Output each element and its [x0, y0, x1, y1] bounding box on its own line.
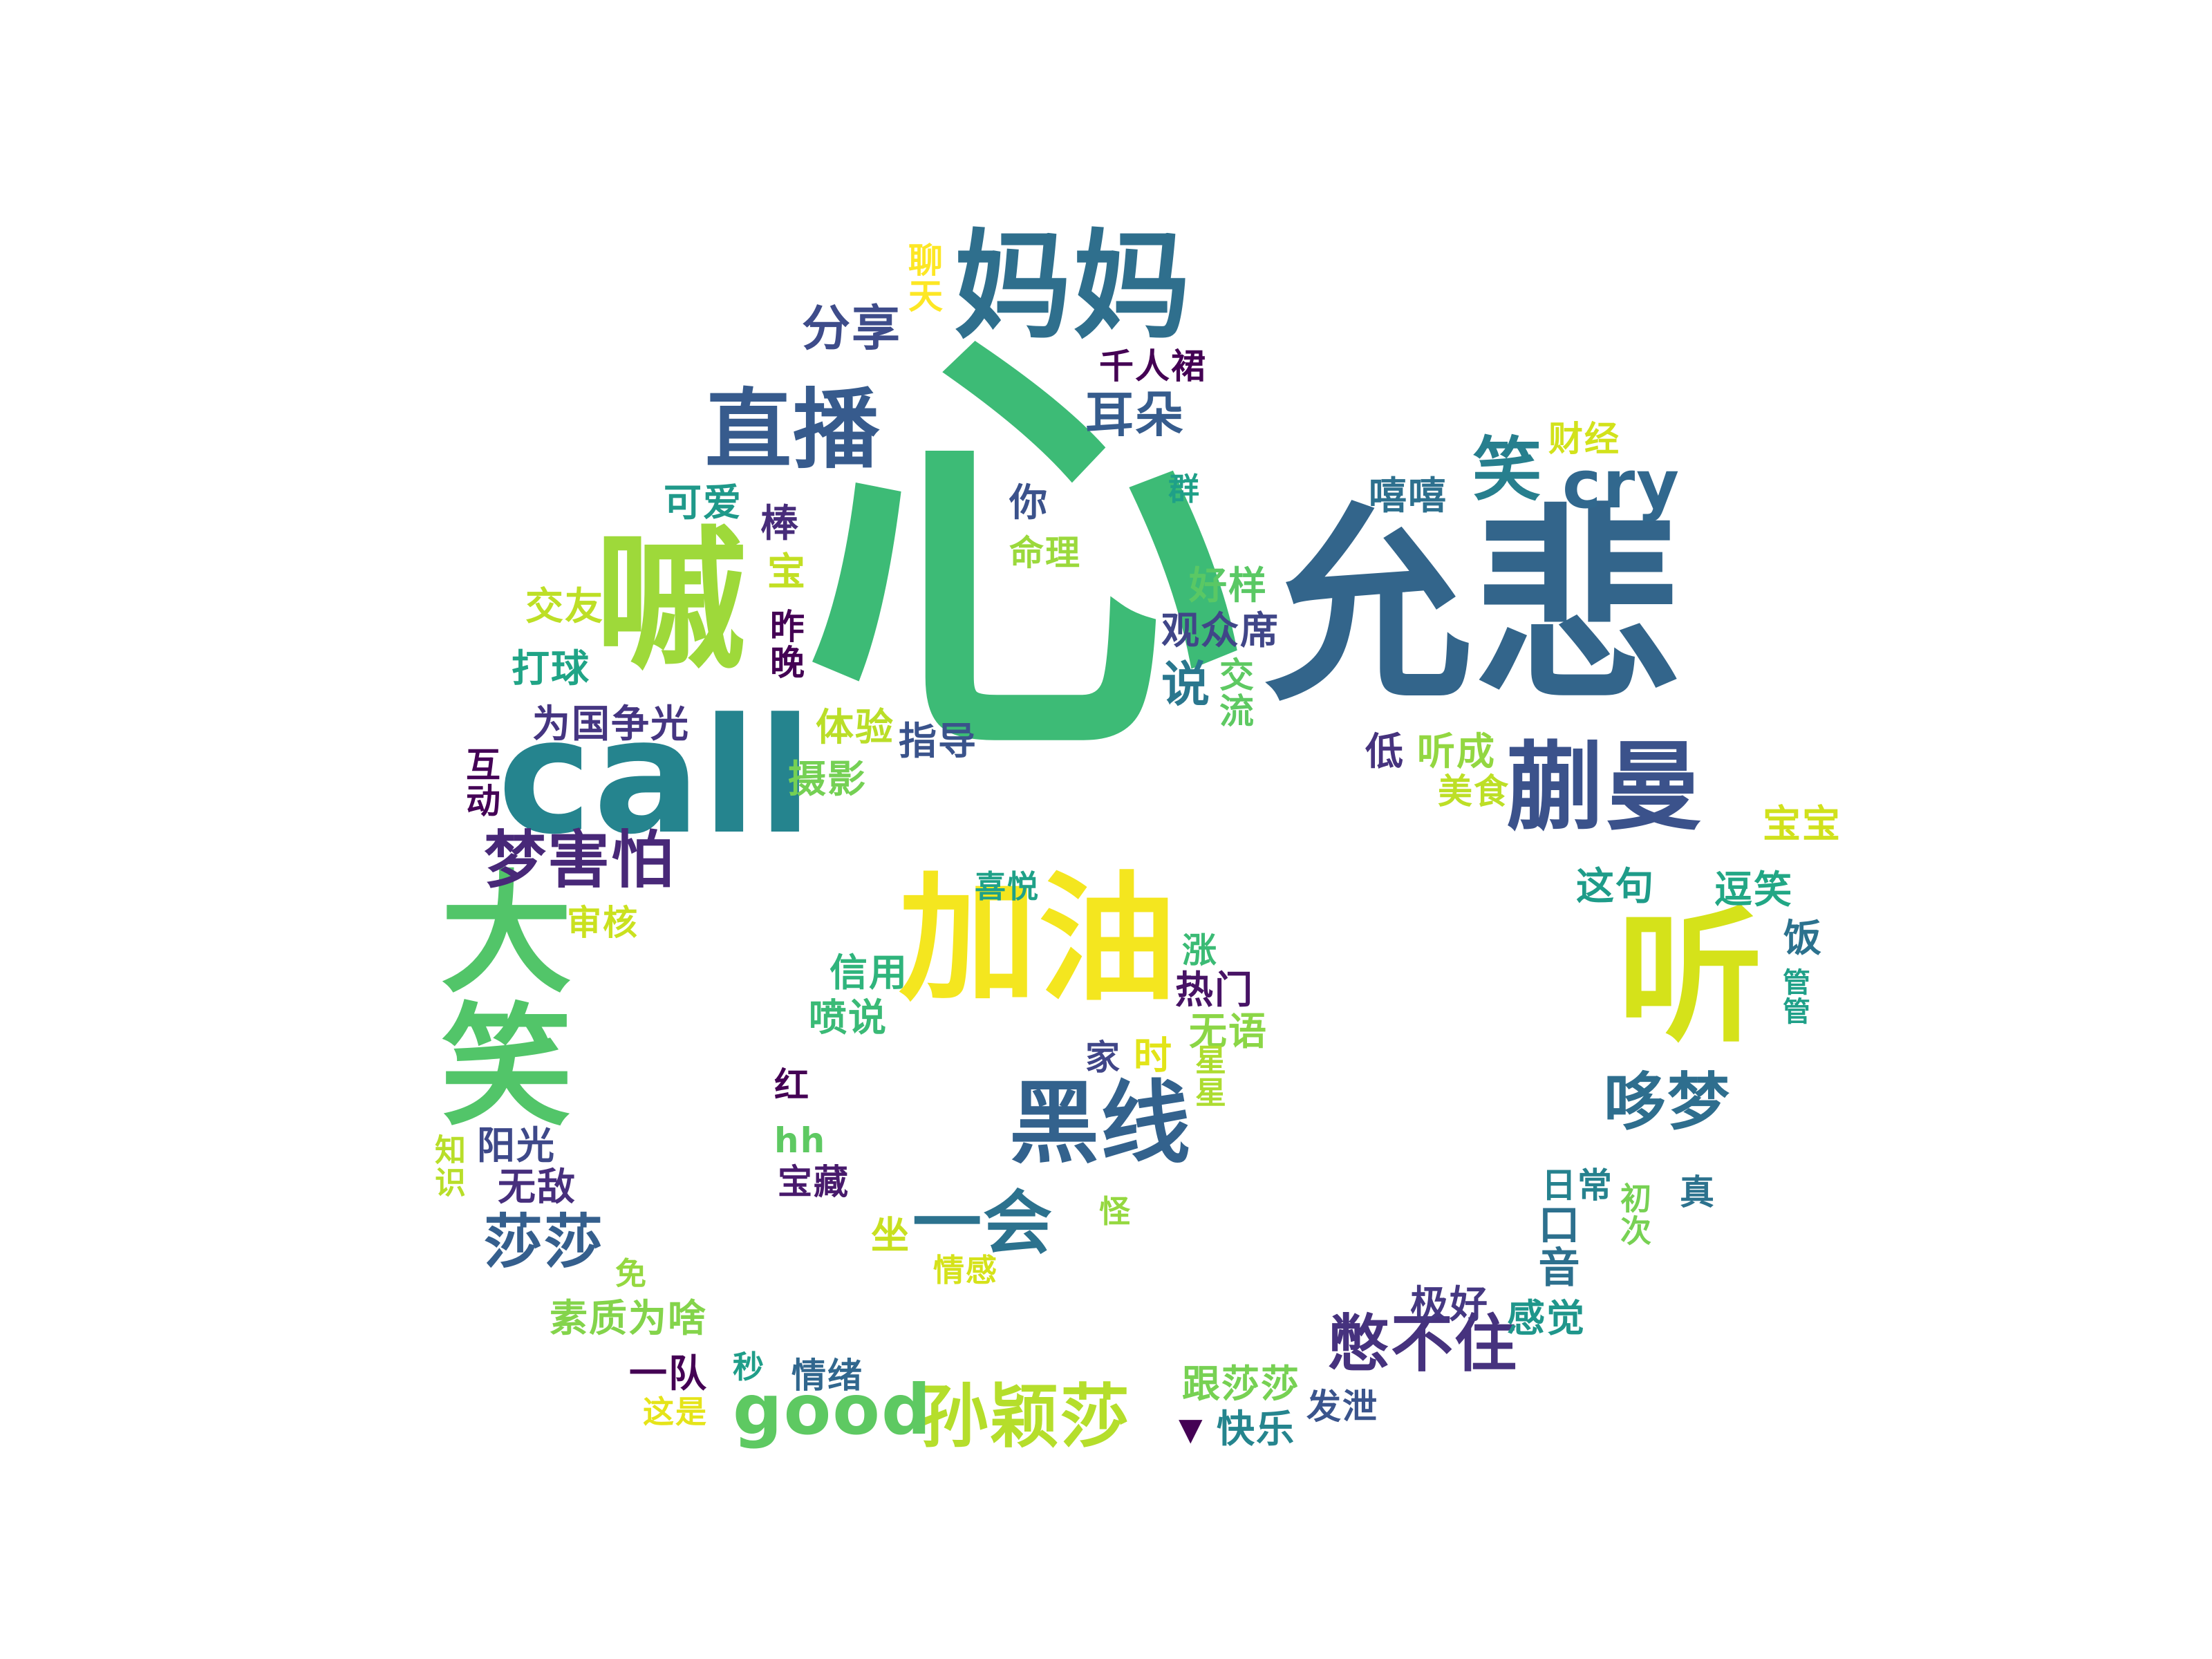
- word-yihui: 一会: [912, 1183, 1053, 1264]
- word-baobao: 宝宝: [1763, 802, 1842, 846]
- word-zhen: 真: [1680, 1172, 1716, 1212]
- word-kuaile: 快乐: [1217, 1407, 1296, 1451]
- word-kuaiman: 蒯曼: [1507, 731, 1704, 844]
- word-xiyue: 喜悦: [975, 868, 1040, 905]
- word-zhang: 涨: [1182, 930, 1218, 971]
- word-ganjue: 感觉: [1507, 1296, 1586, 1340]
- word-zuo: 坐: [871, 1213, 911, 1257]
- word-guai: 怪: [1099, 1193, 1132, 1230]
- word-mama: 妈妈: [954, 218, 1192, 355]
- word-mingli: 命理: [1009, 533, 1081, 573]
- word-guanguan: 管管: [1778, 968, 1810, 1026]
- word-heixian: 黑线: [1009, 1071, 1192, 1176]
- word-ting: 听: [1618, 893, 1765, 1062]
- word-hong: 红: [774, 1065, 810, 1105]
- word-yidui: 一队: [629, 1351, 709, 1396]
- word-penshuo: 喷说: [809, 995, 888, 1040]
- word-caijing: 财经: [1548, 419, 1620, 459]
- word-miao: 秒: [733, 1349, 766, 1385]
- word-tingcheng: 听成: [1417, 729, 1497, 774]
- word-douxiao: 逗笑: [1714, 868, 1794, 912]
- word-ni: 你: [1009, 480, 1049, 525]
- word-qianrenqun: 千人裙: [1099, 346, 1207, 386]
- word-down-arrow: ▼: [1179, 1411, 1204, 1447]
- word-weiguozhengguang: 为国争光: [532, 702, 691, 746]
- word-zhidao: 指导: [899, 719, 978, 763]
- word-qinggan: 情感: [933, 1252, 999, 1288]
- word-di: 低: [1365, 729, 1405, 774]
- word-shuo: 说: [1161, 656, 1211, 713]
- word-erduo: 耳朵: [1085, 386, 1185, 443]
- word-qingxu: 情绪: [791, 1356, 863, 1396]
- word-xinyong: 信用: [830, 950, 909, 995]
- word-xin: 心: [802, 295, 1246, 810]
- word-hudong: 互动: [460, 747, 500, 818]
- word-hh: hh: [774, 1121, 827, 1161]
- word-jihao: 极好: [1410, 1282, 1490, 1327]
- word-bao: 宝: [767, 550, 807, 594]
- word-fenxiang: 分享: [802, 300, 901, 357]
- word-guanzhongxi: 观众席: [1161, 608, 1280, 653]
- word-cry: cry: [1562, 447, 1681, 523]
- word-shi: 时: [1134, 1033, 1174, 1078]
- word-genshasha: 跟莎莎: [1182, 1362, 1301, 1406]
- word-haoyang: 好样: [1189, 563, 1268, 608]
- word-xingxing: 星星: [1190, 1044, 1226, 1109]
- word-oh: 嘁: [594, 513, 749, 690]
- word-sunyingsha: 孙颖莎: [919, 1376, 1131, 1457]
- word-keai: 可爱: [664, 480, 743, 525]
- word-jiayou: 加油: [899, 859, 1179, 1020]
- word-tiyan: 体验: [816, 705, 895, 749]
- word-fan: 饭: [1783, 916, 1824, 960]
- word-remen: 热门: [1175, 968, 1255, 1012]
- word-wuyu: 无语: [1189, 1009, 1268, 1053]
- word-shenhe: 审核: [567, 903, 639, 943]
- word-chuci: 初次: [1615, 1182, 1651, 1247]
- word-richang: 日常: [1541, 1165, 1613, 1206]
- word-mian: 免: [615, 1255, 648, 1292]
- word-wudi: 无敌: [498, 1165, 577, 1209]
- word-xixi: 嘻嘻: [1369, 474, 1448, 518]
- word-menghaipa: 梦害怕: [484, 824, 675, 897]
- word-zheju: 这句: [1576, 864, 1656, 908]
- word-sheying: 摄影: [788, 757, 868, 801]
- word-good: good: [733, 1369, 932, 1450]
- word-suzhiweisha: 素质为啥: [550, 1296, 708, 1340]
- word-zuowan: 昨晚: [765, 608, 805, 680]
- word-shasha: 莎莎: [484, 1208, 605, 1277]
- word-jia: 家: [1085, 1038, 1121, 1078]
- word-zheshi: 这是: [643, 1394, 709, 1430]
- word-call: call: [498, 685, 814, 870]
- word-faxie: 发泄: [1306, 1387, 1378, 1427]
- word-bang: 棒: [760, 501, 800, 545]
- word-jiaoyou: 交友: [525, 584, 605, 628]
- word-baozang: 宝藏: [778, 1162, 850, 1202]
- word-kouyin: 口音: [1531, 1203, 1580, 1288]
- word-zhishi: 知识: [429, 1134, 466, 1199]
- word-yunbei: 允悲: [1265, 487, 1683, 729]
- word-zhibo: 直播: [705, 380, 881, 480]
- word-qun: 群: [1168, 471, 1201, 507]
- word-biebuzhu: 憋不住: [1327, 1308, 1518, 1380]
- word-jiaoliu: 交流: [1214, 657, 1254, 729]
- word-duomeng: 哆梦: [1604, 1066, 1731, 1138]
- word-meishi: 美食: [1438, 771, 1510, 812]
- word-xiao: 笑: [1472, 429, 1543, 510]
- word-daxiao: 大笑: [418, 864, 571, 1130]
- word-liaotian: 聊天: [903, 242, 943, 314]
- word-yangguang: 阳光: [477, 1123, 556, 1168]
- word-daqiu: 打球: [512, 646, 591, 691]
